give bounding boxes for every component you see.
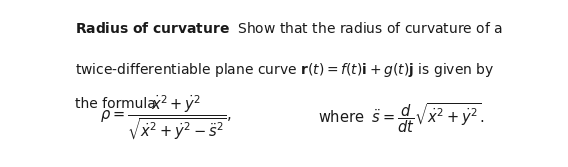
Text: twice-differentiable plane curve $\mathbf{r}(t) = f(t)\mathbf{i} + g(t)\mathbf{j: twice-differentiable plane curve $\mathb…	[74, 61, 494, 79]
Text: where $\;\ddot{s} = \dfrac{d}{dt}\sqrt{\dot{x}^2 + \dot{y}^2}.$: where $\;\ddot{s} = \dfrac{d}{dt}\sqrt{\…	[318, 101, 484, 135]
Text: $\rho = \dfrac{\dot{x}^2 + \dot{y}^2}{\sqrt{\dot{x}^2 + \dot{y}^2 - \ddot{s}^2}}: $\rho = \dfrac{\dot{x}^2 + \dot{y}^2}{\s…	[99, 94, 232, 142]
Text: $\bf{Radius\ of\ curvature}$  Show that the radius of curvature of a: $\bf{Radius\ of\ curvature}$ Show that t…	[74, 21, 503, 36]
Text: the formula: the formula	[74, 97, 156, 111]
